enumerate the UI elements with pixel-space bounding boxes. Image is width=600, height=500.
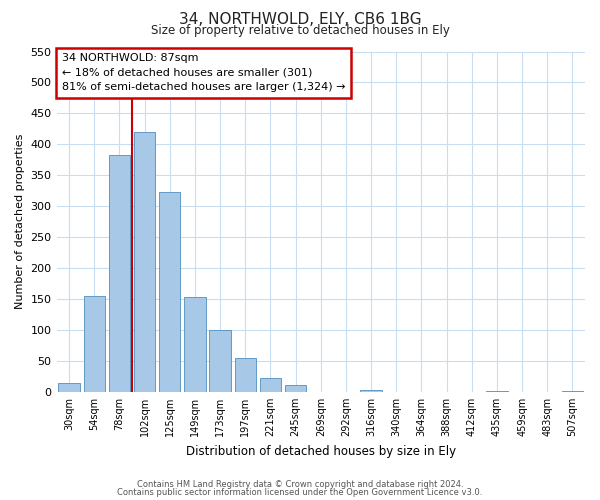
- Bar: [184, 297, 206, 392]
- Bar: [486, 390, 508, 392]
- Bar: [260, 378, 281, 392]
- Text: 34, NORTHWOLD, ELY, CB6 1BG: 34, NORTHWOLD, ELY, CB6 1BG: [179, 12, 421, 28]
- Text: Contains HM Land Registry data © Crown copyright and database right 2024.: Contains HM Land Registry data © Crown c…: [137, 480, 463, 489]
- Bar: [134, 132, 155, 392]
- Bar: [285, 384, 307, 392]
- Text: Size of property relative to detached houses in Ely: Size of property relative to detached ho…: [151, 24, 449, 37]
- Text: Contains public sector information licensed under the Open Government Licence v3: Contains public sector information licen…: [118, 488, 482, 497]
- X-axis label: Distribution of detached houses by size in Ely: Distribution of detached houses by size …: [186, 444, 456, 458]
- Bar: [209, 330, 231, 392]
- Bar: [58, 382, 80, 392]
- Bar: [361, 390, 382, 392]
- Y-axis label: Number of detached properties: Number of detached properties: [15, 134, 25, 310]
- Bar: [109, 155, 130, 392]
- Bar: [562, 390, 583, 392]
- Bar: [83, 296, 105, 392]
- Text: 34 NORTHWOLD: 87sqm
← 18% of detached houses are smaller (301)
81% of semi-detac: 34 NORTHWOLD: 87sqm ← 18% of detached ho…: [62, 53, 346, 92]
- Bar: [235, 358, 256, 392]
- Bar: [159, 192, 181, 392]
